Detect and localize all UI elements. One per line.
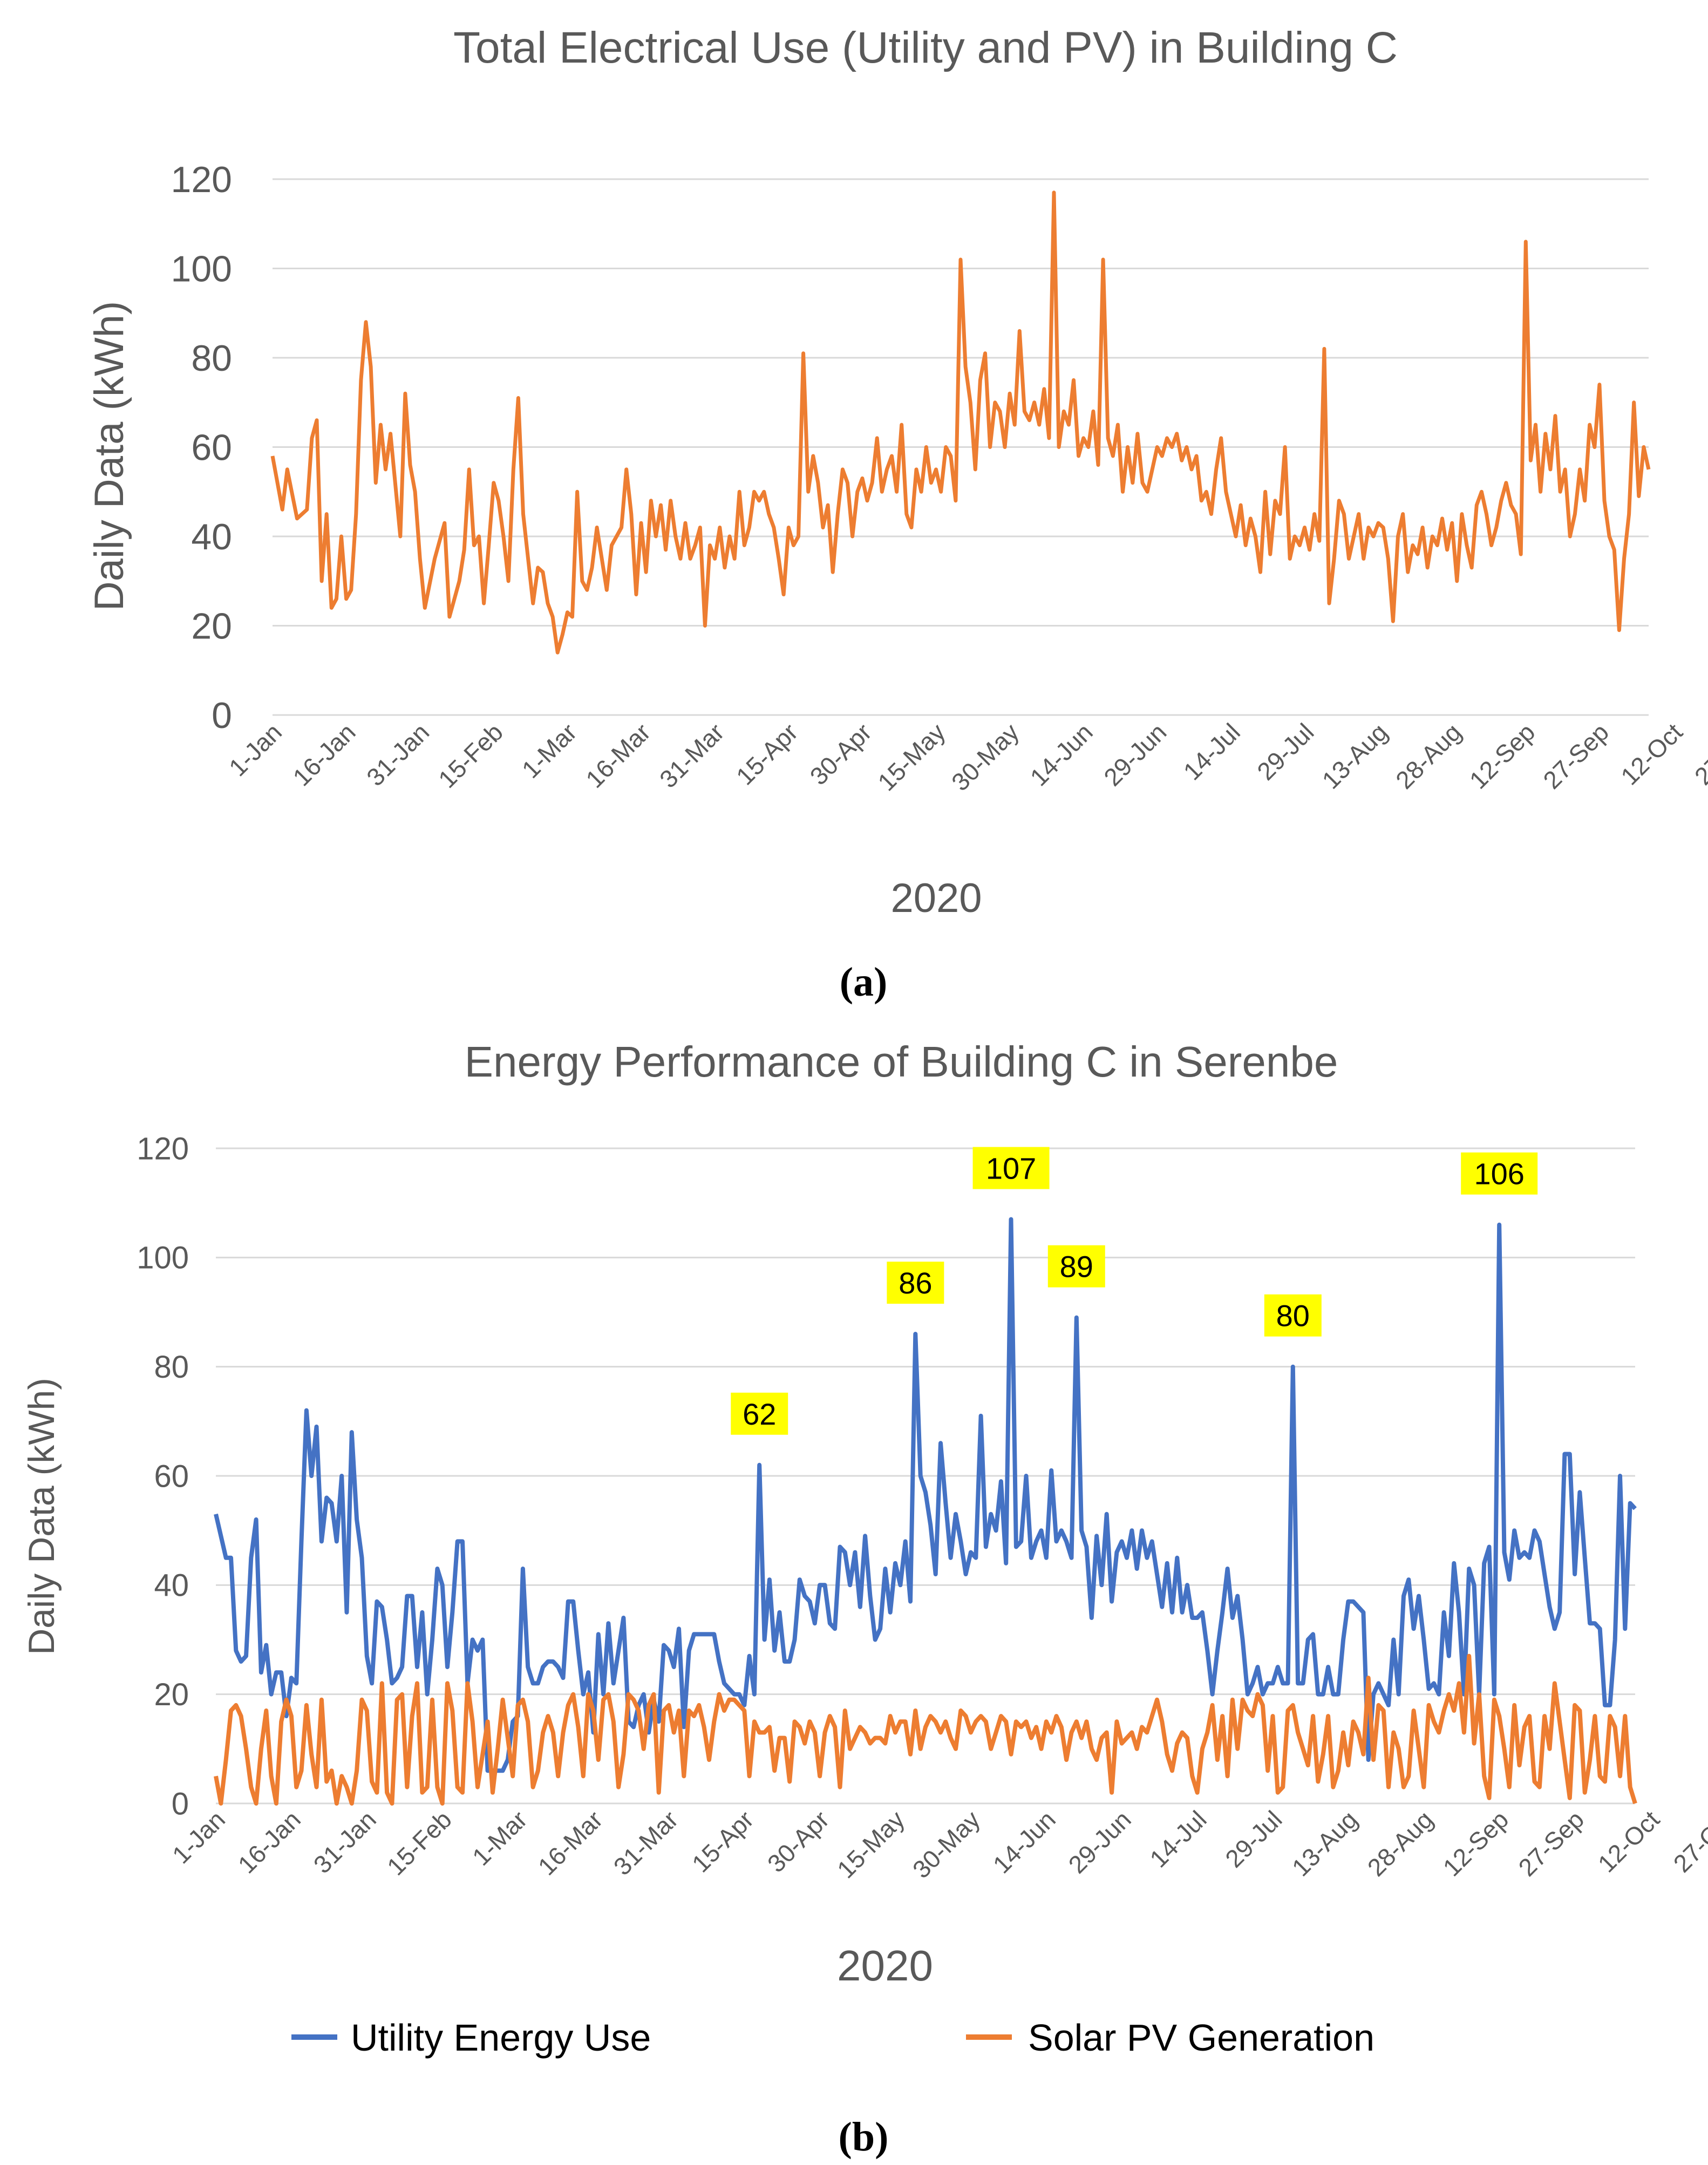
x-tick-label: 13-Aug xyxy=(1317,718,1393,794)
data-label-box xyxy=(1047,1245,1105,1288)
chart-a-y-ticks: 0 20 40 60 80 100 120 xyxy=(171,159,232,736)
x-tick-label: 12-Oct xyxy=(1593,1805,1665,1878)
chart-b: Energy Performance of Building C in Sere… xyxy=(21,1038,1708,2160)
x-tick-label: 29-Jun xyxy=(1063,1805,1137,1878)
y-tick-label: 80 xyxy=(154,1350,189,1385)
chart-b-x-axis-label: 2020 xyxy=(837,1942,933,1990)
x-tick-label: 14-Jun xyxy=(988,1805,1061,1878)
series-line-solar-pv-generation xyxy=(214,1653,1637,1806)
data-label-box xyxy=(972,1147,1050,1189)
x-tick-label: 12-Oct xyxy=(1615,718,1688,791)
chart-a-series xyxy=(270,190,1651,655)
data-label: 86 xyxy=(899,1266,932,1300)
chart-a-title: Total Electrical Use (Utility and PV) in… xyxy=(453,23,1398,72)
chart-b-panel-label: (b) xyxy=(839,2114,889,2160)
chart-a-y-axis-label: Daily Data (kWh) xyxy=(86,301,132,611)
data-label: 106 xyxy=(1474,1157,1524,1191)
x-tick-label: 15-May xyxy=(832,1805,910,1883)
x-tick-label: 15-Feb xyxy=(433,718,508,793)
x-tick-label: 15-Apr xyxy=(731,718,803,790)
x-tick-label: 16-Mar xyxy=(533,1805,608,1881)
x-tick-label: 15-May xyxy=(872,718,950,796)
data-label: 80 xyxy=(1276,1299,1310,1333)
chart-b-y-ticks: 0 20 40 60 80 100 120 xyxy=(137,1131,189,1821)
chart-b-annotations: 62 86 107 89 80 106 xyxy=(731,1147,1538,1435)
x-tick-label: 30-Apr xyxy=(805,718,877,790)
x-tick-label: 16-Mar xyxy=(580,718,656,793)
y-tick-label: 0 xyxy=(212,695,232,736)
x-tick-label: 30-May xyxy=(946,718,1024,796)
series-line-utility-energy-use xyxy=(214,1217,1637,1773)
x-tick-label: 12-Sep xyxy=(1464,718,1541,794)
data-label: 89 xyxy=(1060,1250,1093,1284)
legend-utility-label: Utility Energy Use xyxy=(351,2017,651,2059)
y-tick-label: 120 xyxy=(137,1131,189,1166)
x-tick-label: 27-Sep xyxy=(1537,718,1614,794)
x-tick-label: 27-Sep xyxy=(1513,1805,1589,1882)
x-tick-label: 30-May xyxy=(907,1805,985,1883)
series-line-total-electrical-use xyxy=(270,190,1651,655)
y-tick-label: 80 xyxy=(191,338,232,379)
x-tick-label: 30-Apr xyxy=(762,1805,834,1877)
data-label-box xyxy=(1264,1294,1322,1337)
y-tick-label: 120 xyxy=(171,159,232,200)
x-tick-label: 13-Aug xyxy=(1287,1805,1363,1882)
y-tick-label: 60 xyxy=(154,1459,189,1494)
x-tick-label: 12-Sep xyxy=(1438,1805,1514,1882)
chart-b-series xyxy=(214,1217,1637,1806)
chart-b-gridlines xyxy=(216,1147,1635,1805)
x-tick-label: 31-Jan xyxy=(308,1805,382,1878)
x-tick-label: 28-Aug xyxy=(1362,1805,1439,1882)
x-tick-label: 31-Jan xyxy=(361,718,434,791)
data-label-box xyxy=(1461,1152,1538,1195)
chart-a: Total Electrical Use (Utility and PV) in… xyxy=(86,23,1708,1005)
x-tick-label: 14-Jun xyxy=(1025,718,1098,791)
x-tick-label: 1-Mar xyxy=(516,718,582,784)
x-tick-label: 15-Feb xyxy=(382,1805,457,1881)
chart-b-x-ticks: 1-Jan 16-Jan 31-Jan 15-Feb 1-Mar 16-Mar 31-Mar… xyxy=(167,1805,1708,1883)
y-tick-label: 100 xyxy=(137,1241,189,1276)
x-tick-label: 14-Jul xyxy=(1144,1805,1212,1873)
chart-a-x-axis-label: 2020 xyxy=(890,875,982,921)
x-tick-label: 1-Jan xyxy=(223,718,287,781)
data-label-box xyxy=(887,1261,944,1304)
x-tick-label: 29-Jul xyxy=(1220,1805,1287,1873)
x-tick-label: 31-Mar xyxy=(608,1805,684,1881)
data-label-box xyxy=(731,1392,788,1435)
data-label: 62 xyxy=(743,1397,776,1431)
legend-solar-label: Solar PV Generation xyxy=(1028,2017,1374,2059)
chart-b-y-axis-label: Daily Data (kWh) xyxy=(21,1378,62,1655)
x-tick-label: 27-Oct xyxy=(1689,718,1708,791)
x-tick-label: 27-Oct xyxy=(1668,1805,1708,1878)
x-tick-label: 16-Jan xyxy=(233,1805,306,1878)
x-tick-label: 15-Apr xyxy=(686,1805,759,1877)
y-tick-label: 60 xyxy=(191,427,232,468)
y-tick-label: 20 xyxy=(191,605,232,646)
x-tick-label: 14-Jul xyxy=(1178,718,1246,785)
x-tick-label: 31-Mar xyxy=(654,718,730,793)
chart-b-title: Energy Performance of Building C in Sere… xyxy=(465,1038,1338,1086)
x-tick-label: 28-Aug xyxy=(1390,718,1467,794)
data-label: 107 xyxy=(986,1152,1036,1186)
chart-b-legend: Utility Energy Use Solar PV Generation xyxy=(291,2017,1374,2059)
x-tick-label: 29-Jun xyxy=(1098,718,1172,791)
y-tick-label: 0 xyxy=(172,1786,189,1821)
y-tick-label: 40 xyxy=(154,1568,189,1603)
y-tick-label: 40 xyxy=(191,516,232,557)
x-tick-label: 29-Jul xyxy=(1251,718,1319,785)
x-tick-label: 16-Jan xyxy=(287,718,360,791)
y-tick-label: 20 xyxy=(154,1677,189,1712)
chart-a-panel-label: (a) xyxy=(840,959,888,1005)
x-tick-label: 1-Mar xyxy=(467,1805,533,1871)
y-tick-label: 100 xyxy=(171,248,232,289)
